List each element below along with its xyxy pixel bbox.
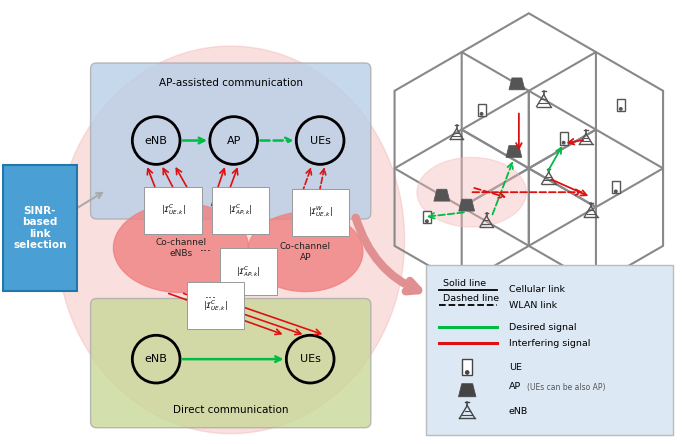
Text: Interfering signal: Interfering signal	[509, 339, 591, 348]
Text: eNB: eNB	[509, 407, 528, 416]
Text: UE: UE	[509, 363, 522, 372]
Circle shape	[619, 107, 622, 110]
Text: Desired signal: Desired signal	[509, 323, 576, 332]
Text: ...: ...	[205, 288, 217, 301]
Text: eNB: eNB	[145, 135, 168, 146]
Text: ...: ...	[200, 242, 212, 254]
Text: $|\mathcal{I}^C_{UE,k}|$: $|\mathcal{I}^C_{UE,k}|$	[160, 203, 186, 218]
Ellipse shape	[248, 212, 363, 292]
Text: (UEs can be also AP): (UEs can be also AP)	[527, 384, 606, 392]
FancyBboxPatch shape	[91, 63, 371, 219]
Text: AP: AP	[226, 135, 241, 146]
Text: Solid line: Solid line	[443, 278, 486, 288]
Polygon shape	[434, 189, 449, 201]
Text: UEs: UEs	[300, 354, 321, 364]
Polygon shape	[459, 199, 475, 211]
FancyBboxPatch shape	[3, 165, 76, 290]
Circle shape	[466, 371, 469, 374]
FancyBboxPatch shape	[91, 298, 371, 428]
FancyBboxPatch shape	[426, 265, 673, 435]
FancyBboxPatch shape	[612, 181, 620, 193]
Ellipse shape	[417, 158, 527, 227]
Circle shape	[426, 220, 428, 222]
FancyBboxPatch shape	[560, 132, 567, 145]
Text: WLAN link: WLAN link	[509, 301, 557, 310]
Text: SINR-
based
link
selection: SINR- based link selection	[13, 206, 67, 250]
Circle shape	[614, 190, 617, 193]
FancyBboxPatch shape	[462, 360, 472, 375]
Circle shape	[480, 113, 483, 115]
Text: Dashed line: Dashed line	[443, 294, 499, 304]
Text: $|\mathcal{I}^C_{AP,k}|$: $|\mathcal{I}^C_{AP,k}|$	[228, 203, 253, 218]
Circle shape	[563, 142, 565, 144]
Text: AP-assisted communication: AP-assisted communication	[159, 78, 303, 88]
Text: Co-channel
AP: Co-channel AP	[280, 242, 331, 262]
Ellipse shape	[57, 46, 404, 434]
Text: $|\mathcal{I}^C_{UE,k}|$: $|\mathcal{I}^C_{UE,k}|$	[203, 298, 228, 313]
Text: $|\mathcal{I}^C_{AP,k}|$: $|\mathcal{I}^C_{AP,k}|$	[236, 264, 261, 279]
Ellipse shape	[113, 203, 248, 293]
FancyBboxPatch shape	[617, 99, 625, 111]
Polygon shape	[509, 78, 525, 90]
Polygon shape	[506, 146, 522, 158]
FancyBboxPatch shape	[477, 103, 486, 116]
FancyBboxPatch shape	[423, 211, 431, 223]
Text: Direct communication: Direct communication	[173, 405, 288, 415]
Text: $|\mathcal{I}^W_{UE,k}|$: $|\mathcal{I}^W_{UE,k}|$	[308, 205, 333, 219]
Text: AP: AP	[509, 382, 521, 392]
Text: UEs: UEs	[310, 135, 331, 146]
Text: Cellular link: Cellular link	[509, 285, 565, 294]
Text: Co-channel
eNBs: Co-channel eNBs	[155, 238, 207, 258]
Text: eNB: eNB	[145, 354, 168, 364]
Polygon shape	[458, 384, 476, 397]
